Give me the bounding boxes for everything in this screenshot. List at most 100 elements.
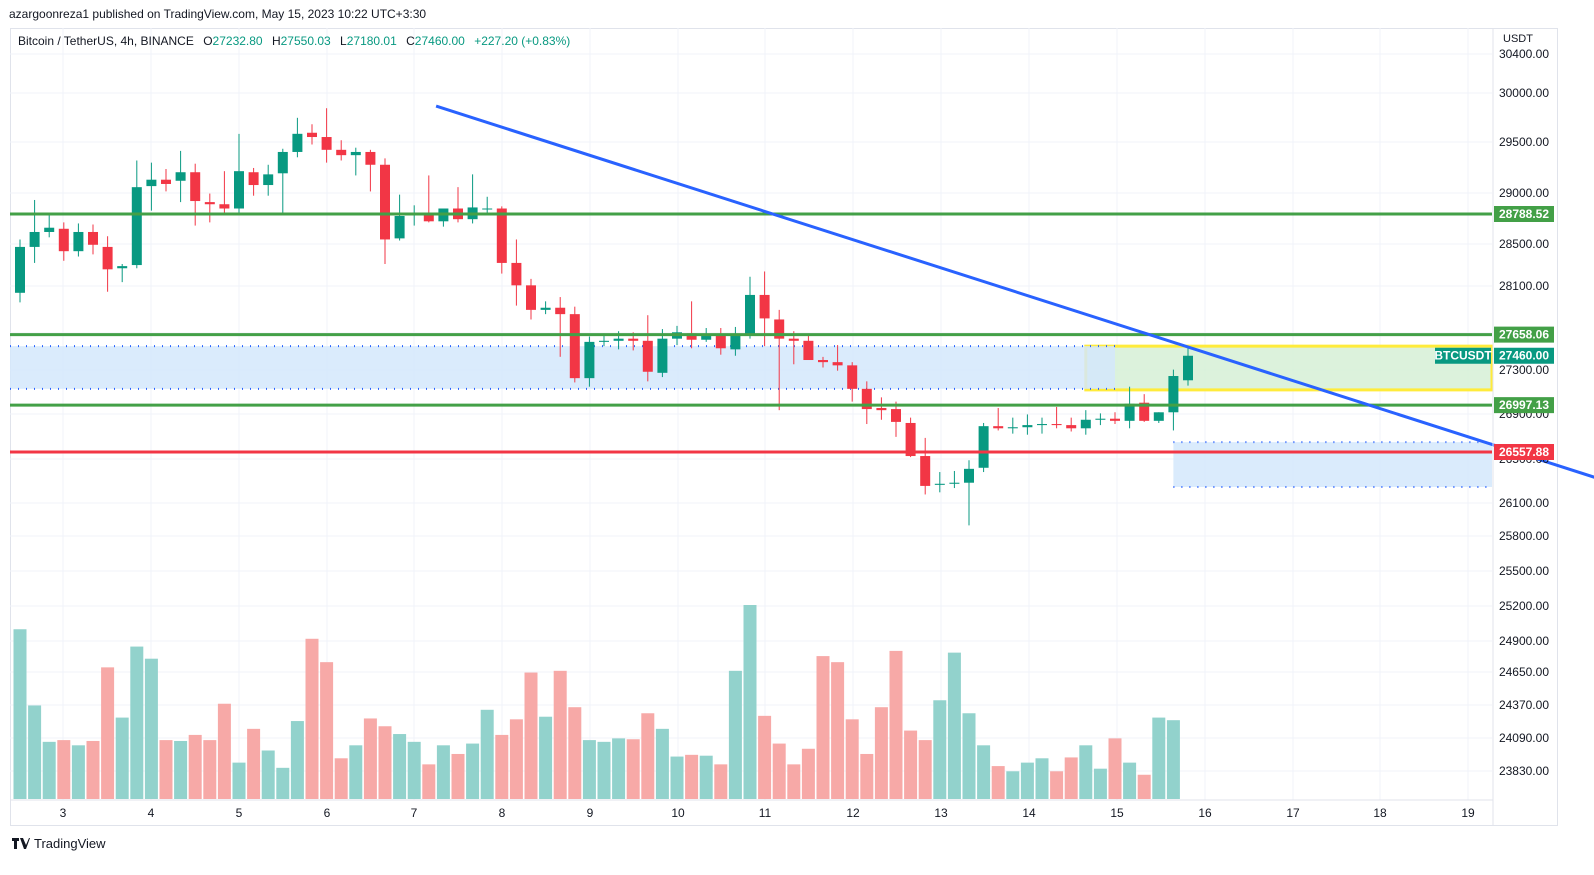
candle-body [1066, 425, 1077, 429]
candle-body [1007, 427, 1018, 429]
volume-bar [334, 758, 348, 799]
volume-bar [290, 721, 304, 799]
volume-bar [393, 734, 407, 799]
candle-body [482, 208, 493, 210]
candle-body [73, 231, 84, 252]
level-price-tag: 26997.13 [1499, 398, 1549, 412]
volume-bar [597, 741, 611, 799]
volume-bar [1152, 717, 1166, 799]
volume-bar [728, 670, 742, 799]
symbol-price-tag: BTCUSDT [1434, 349, 1492, 363]
low-label: L [340, 34, 347, 48]
volume-bar [13, 629, 27, 799]
symbol-price-tag-bg [1435, 347, 1491, 364]
candle-body [219, 204, 230, 209]
open-label: O [203, 34, 213, 48]
volume-bar [1108, 738, 1122, 799]
candle-body [307, 132, 317, 138]
y-tick-label: 28100.00 [1499, 279, 1549, 293]
candle-body [350, 151, 361, 156]
volume-bar [174, 740, 188, 799]
volume-bar [144, 658, 158, 799]
candle-body [745, 294, 755, 335]
volume-bar [670, 756, 684, 799]
volume-bar [860, 753, 874, 799]
volume-bar [115, 717, 129, 799]
volume-bar [495, 734, 509, 799]
candle-body [423, 213, 434, 222]
candle-body [803, 340, 814, 361]
candle-body [15, 246, 25, 293]
volume-bar [188, 734, 202, 799]
volume-bar [874, 707, 888, 799]
x-tick-label: 14 [1022, 806, 1036, 820]
candle-body [555, 307, 566, 315]
candle-body [701, 334, 712, 340]
volume-bars [13, 605, 1180, 799]
x-tick-label: 18 [1373, 806, 1387, 820]
volume-bar [1064, 757, 1078, 799]
y-tick-label: 23830.00 [1499, 764, 1549, 778]
volume-bar [539, 716, 553, 799]
tradingview-brand[interactable]: TradingView [12, 836, 106, 852]
x-tick-label: 15 [1110, 806, 1124, 820]
candle-body [58, 228, 69, 252]
symbol-legend: Bitcoin / TetherUS, 4h, BINANCE O27232.8… [18, 34, 570, 48]
candle-body [1022, 425, 1033, 428]
time-axis: 3 4 5 6 7 8 9 10 11 12 13 14 15 16 17 18 19 [10, 799, 1493, 820]
brand-text: TradingView [34, 836, 106, 851]
volume-bar [159, 740, 173, 799]
volume-bar [845, 719, 859, 799]
volume-bar [816, 656, 830, 799]
symbol-name: Bitcoin / TetherUS, 4h, BINANCE [18, 34, 194, 48]
candle-body [1139, 402, 1150, 421]
candle-body [905, 422, 916, 457]
candle-body [613, 338, 624, 341]
candle-body [964, 468, 974, 483]
volume-bar [276, 767, 290, 799]
candle-body [321, 137, 332, 150]
volume-bar [451, 753, 465, 799]
volume-bar [758, 715, 772, 799]
candle-body [818, 360, 828, 363]
volume-bar [378, 726, 392, 799]
y-tick-label: 25500.00 [1499, 564, 1549, 578]
level-price-tag-bg [1494, 326, 1554, 343]
x-tick-label: 13 [934, 806, 948, 820]
volume-bar [407, 741, 421, 799]
candle-body [526, 285, 536, 310]
candle-body [88, 231, 98, 245]
last-price-tag: 27460.00 [1499, 349, 1549, 363]
candle-body [29, 231, 40, 247]
candle-body [657, 338, 668, 373]
volume-bar [831, 662, 845, 799]
candle-body [832, 362, 843, 366]
x-tick-label: 8 [499, 806, 506, 820]
volume-bar [772, 743, 786, 799]
y-tick-label: 24650.00 [1499, 665, 1549, 679]
last-price-tag-bg [1494, 347, 1554, 364]
price-change: +227.20 (+0.83%) [474, 34, 571, 48]
volume-bar [57, 740, 71, 799]
candle-body [117, 266, 128, 269]
volume-bar [247, 728, 261, 799]
candle-body [993, 426, 1004, 429]
candle-body [131, 187, 142, 266]
candle-body [394, 215, 405, 239]
volume-bar [1093, 768, 1107, 799]
candle-body [277, 151, 288, 174]
candle-body [584, 341, 595, 379]
candle-body [1051, 424, 1062, 426]
volume-bar [655, 728, 669, 799]
volume-bar [71, 745, 85, 799]
volume-bar [947, 652, 961, 799]
x-tick-label: 9 [587, 806, 594, 820]
y-tick-label: 28500.00 [1499, 237, 1549, 251]
volume-bar [349, 745, 363, 799]
price-tags: 28788.52 27658.06 26997.13 26557.88 27460.00… [1434, 206, 1554, 460]
volume-bar [699, 755, 713, 799]
candle-body [511, 262, 522, 286]
volume-bar [626, 739, 640, 799]
candle-body [234, 171, 244, 209]
